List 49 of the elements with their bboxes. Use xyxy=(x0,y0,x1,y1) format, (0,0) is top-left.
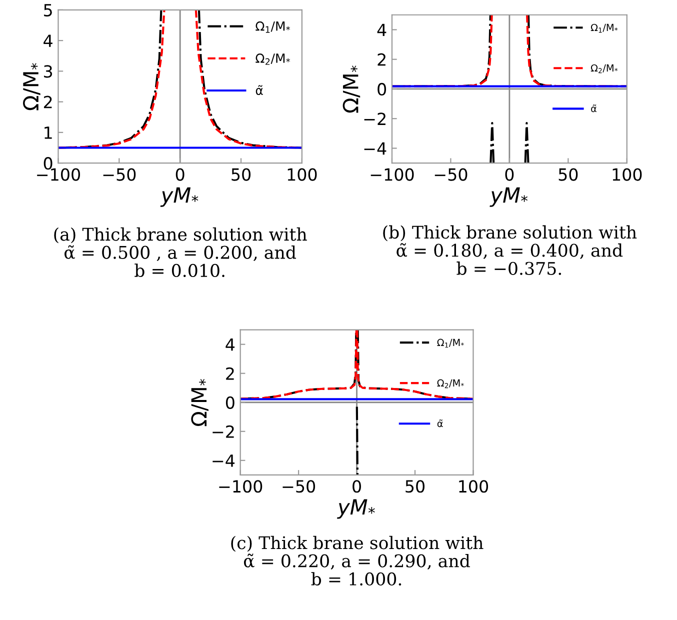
x-tick-label: 0 xyxy=(505,168,514,181)
y-tick-label: 3 xyxy=(44,65,52,78)
x-tick-label: −100 xyxy=(37,168,80,181)
y-tick-label: −2 xyxy=(212,425,234,438)
y-axis-title: Ω/M$_{*}$ xyxy=(191,378,208,426)
y-tick-label: 2 xyxy=(226,367,234,380)
y-tick-label: 1 xyxy=(44,126,52,139)
text: (a) Thick brane solution with α̃ = 0.500 , a = 0.200, and b = 0.010. xyxy=(54,227,307,278)
x-tick-label: 100 xyxy=(459,480,488,493)
x-axis-title: yM$_{*}$ xyxy=(490,187,528,207)
x-tick-label: 0 xyxy=(352,480,361,493)
x-tick-label: −50 xyxy=(103,168,136,181)
x-tick-label: 100 xyxy=(288,168,317,181)
y-tick-label: −4 xyxy=(212,454,235,467)
y-tick-label: −2 xyxy=(364,112,386,125)
x-tick-label: −50 xyxy=(434,168,468,181)
legend-label: α̃ xyxy=(256,85,263,96)
legend-label: Ω$_{2}$/M$_{*}$ xyxy=(590,64,618,74)
y-tick-label: 0 xyxy=(44,157,52,170)
y-tick-label: 0 xyxy=(378,82,386,96)
x-tick-label: 50 xyxy=(232,168,251,181)
x-tick-label: 50 xyxy=(558,168,578,181)
y-tick-label: 4 xyxy=(377,24,386,36)
x-axis-title: yM$_{*}$ xyxy=(336,499,375,519)
y-tick-label: 0 xyxy=(226,396,234,409)
legend-label: Ω$_{1}$/M$_{*}$ xyxy=(256,21,290,33)
legend-label: Ω$_{1}$/M$_{*}$ xyxy=(437,338,464,348)
x-tick-label: 0 xyxy=(176,168,184,181)
y-axis-title: Ω/M$_{*}$ xyxy=(23,63,40,110)
x-tick-label: 50 xyxy=(406,480,424,493)
y-tick-label: 5 xyxy=(44,4,52,16)
y-tick-label: 4 xyxy=(44,34,52,47)
legend-label: α̃ xyxy=(437,419,443,428)
legend-label: Ω$_{2}$/M$_{*}$ xyxy=(256,54,290,65)
x-tick-label: −100 xyxy=(370,168,414,181)
legend-label: α̃ xyxy=(591,104,596,112)
legend-label: Ω$_{1}$/M$_{*}$ xyxy=(590,24,618,33)
y-axis-title: Ω/M$_{*}$ xyxy=(342,66,360,113)
x-tick-label: −100 xyxy=(219,480,262,493)
x-tick-label: −50 xyxy=(282,480,316,493)
y-tick-label: 2 xyxy=(44,96,52,108)
x-tick-label: 100 xyxy=(612,168,642,181)
y-tick-label: 2 xyxy=(378,53,386,66)
x-axis-title: yM$_{*}$ xyxy=(160,187,198,207)
y-tick-label: −4 xyxy=(364,142,386,155)
legend-label: Ω$_{2}$/M$_{*}$ xyxy=(437,379,464,388)
text: (c) Thick brane solution with α̃ = 0.220, a = 0.290, and b = 1.000. xyxy=(231,536,484,586)
text: (b) Thick brane solution with α̃ = 0.180, a = 0.400, and b = −0.375. xyxy=(383,225,637,275)
y-tick-label: 4 xyxy=(226,338,235,351)
